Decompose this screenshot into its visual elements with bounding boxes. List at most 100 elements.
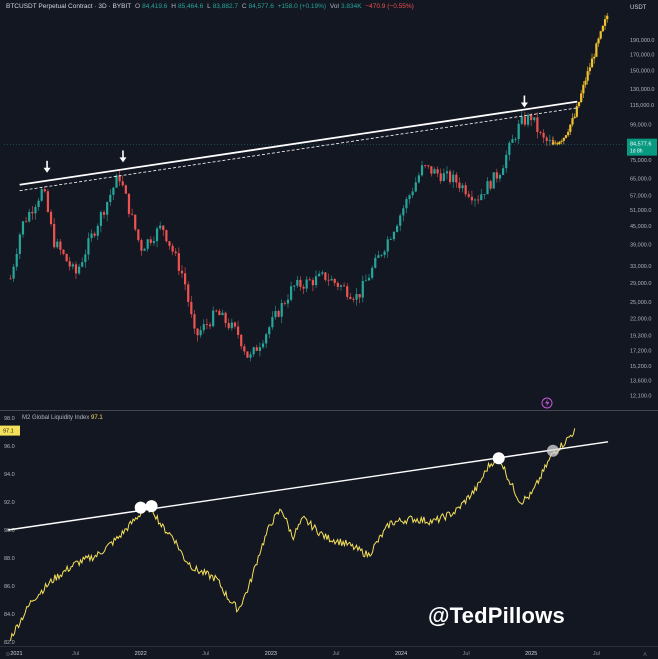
m2-tick-label: 88.0 <box>4 556 15 562</box>
candle-body <box>489 181 492 189</box>
candle-body <box>533 117 536 121</box>
candle-body <box>224 312 227 324</box>
open-value: 84,419.6 <box>142 3 168 10</box>
price-tick-label: 99,000.0 <box>630 122 651 128</box>
m2-tick-label: 82.0 <box>4 640 15 646</box>
candle-body <box>498 174 502 179</box>
settings-icon: ⚙ <box>6 651 11 658</box>
candle-body <box>321 272 324 274</box>
m2-tick-label: 90.0 <box>4 528 15 534</box>
candle-body <box>199 330 202 336</box>
candle-body <box>420 165 424 176</box>
candle-body <box>18 234 21 254</box>
candle-body <box>414 182 417 192</box>
candle-body <box>12 266 15 279</box>
price-tick-label: 17,200.0 <box>630 348 651 354</box>
candle-body <box>467 194 470 197</box>
candle-body <box>152 241 156 243</box>
candle-body <box>448 171 452 183</box>
high-value: 85,464.6 <box>177 3 204 10</box>
candle-body <box>99 212 103 226</box>
candle-body <box>168 241 171 246</box>
m2-tick-label: 92.0 <box>4 500 15 506</box>
symbol-label: BTCUSDT Perpetual Contract · 3D · BYBIT <box>6 3 132 10</box>
projection-body <box>556 143 559 145</box>
candle-body <box>177 253 180 271</box>
m2-series-line <box>10 428 576 641</box>
currency-label: USDT <box>630 5 647 11</box>
candle-body <box>208 324 212 327</box>
candle-body <box>146 239 149 249</box>
m2-trendline <box>7 441 609 531</box>
candle-body <box>492 172 495 189</box>
candle-body <box>352 298 355 300</box>
candle-body <box>374 257 377 268</box>
candle-body <box>34 206 37 214</box>
projection-body <box>577 102 581 107</box>
candle-body <box>65 253 68 262</box>
candle-body <box>424 165 427 167</box>
x-tick-label: Jul <box>72 651 79 657</box>
price-tick-label: 15,200.0 <box>630 364 651 370</box>
price-badge-value: 84,577.6 <box>630 142 651 148</box>
price-tick-label: 170,000.0 <box>630 53 654 59</box>
candle-body <box>430 166 433 174</box>
candle-body <box>436 169 439 174</box>
projection-body <box>569 124 572 132</box>
projection-body <box>554 142 557 144</box>
candle-body <box>530 114 533 121</box>
projection-body <box>551 142 555 145</box>
candle-body <box>289 286 293 300</box>
candle-body <box>293 285 296 287</box>
close-value: 84,577.6 <box>248 3 274 10</box>
vol-label: Vol <box>329 3 339 10</box>
ohlc-header: BTCUSDT Perpetual Contract · 3D · BYBIT … <box>6 3 416 10</box>
candle-body <box>324 272 327 280</box>
candle-body <box>439 173 442 182</box>
candle-body <box>190 301 193 315</box>
candle-body <box>221 312 224 316</box>
candle-body <box>59 241 62 250</box>
x-tick-label: Jul <box>332 651 339 657</box>
price-tick-label: 29,000.0 <box>630 281 651 287</box>
candle-body <box>417 175 421 183</box>
candle-body <box>523 116 527 125</box>
candle-body <box>130 213 134 215</box>
projection-body <box>586 71 589 81</box>
price-tick-label: 25,000.0 <box>630 300 651 306</box>
candle-body <box>526 114 530 125</box>
price-tick-label: 65,000.0 <box>630 177 651 183</box>
candle-body <box>514 139 517 140</box>
candle-body <box>308 279 311 281</box>
candle-body <box>383 251 386 255</box>
candle-body <box>305 279 308 289</box>
candle-body <box>62 249 65 254</box>
projection-body <box>564 135 568 138</box>
candle-body <box>346 286 349 297</box>
m2-legend: M2 Global Liquidity Index 97.1 <box>22 415 103 421</box>
candle-body <box>137 229 140 241</box>
price-tick-label: 57,000.0 <box>630 194 651 200</box>
projection-body <box>606 15 609 20</box>
projection-body <box>597 38 600 44</box>
candle-body <box>193 314 196 329</box>
touch-arrow-icon <box>520 102 528 108</box>
projection-body <box>603 19 607 26</box>
candle-body <box>371 267 374 278</box>
candle-body <box>106 202 109 215</box>
candle-body <box>46 191 50 212</box>
lightning-bolt-icon <box>545 399 550 407</box>
candle-body <box>53 224 56 248</box>
candle-body <box>389 239 392 240</box>
m2-value: 97.1 <box>91 415 103 421</box>
candle-body <box>246 351 249 358</box>
candle-body <box>90 233 93 239</box>
candle-body <box>330 278 333 281</box>
candle-body <box>280 303 283 317</box>
candle-body <box>520 116 523 124</box>
candle-body <box>162 225 165 231</box>
candle-body <box>299 279 302 287</box>
candle-body <box>539 131 542 133</box>
x-tick-label: 2024 <box>395 651 407 657</box>
projection-body <box>558 141 561 145</box>
